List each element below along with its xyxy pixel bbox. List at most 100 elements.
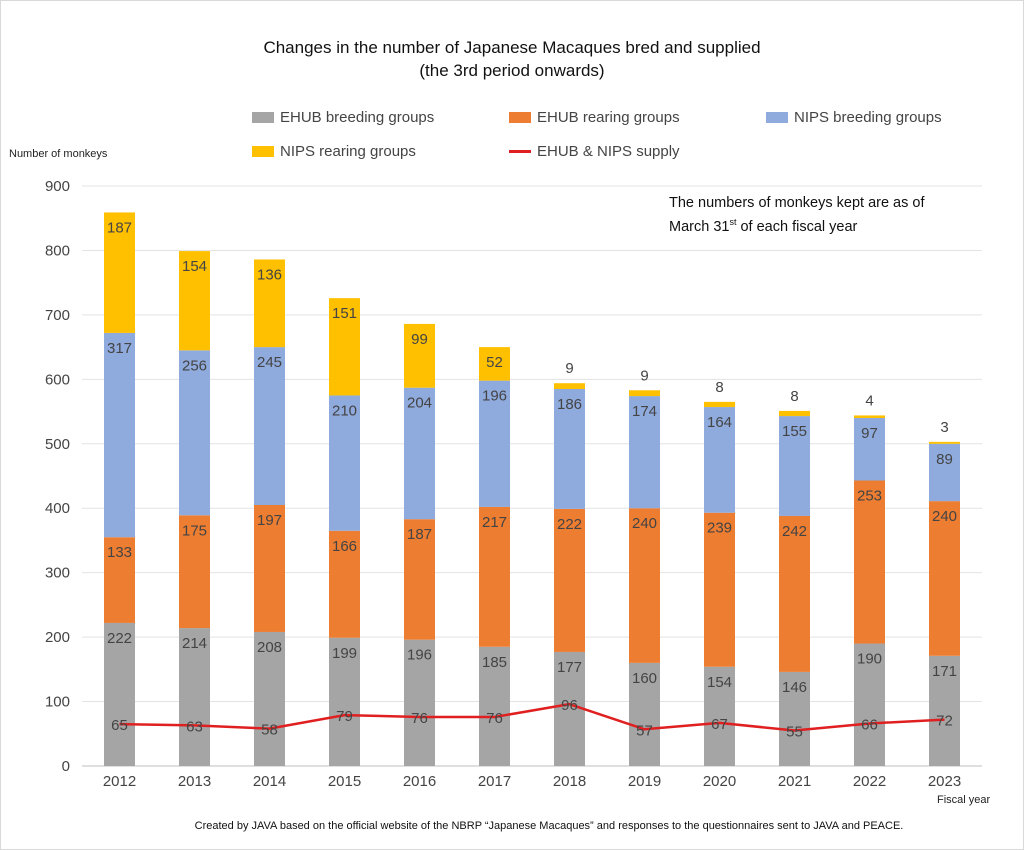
supply-line [119, 702, 945, 732]
data-label: 151 [332, 305, 357, 322]
bar-segment [254, 631, 285, 766]
legend-item-nips-rearing: NIPS rearing groups [252, 141, 416, 161]
legend-label: NIPS rearing groups [280, 142, 416, 160]
y-tick-label: 400 [45, 500, 70, 517]
data-label: 190 [857, 651, 882, 668]
bar-segment [929, 501, 960, 656]
bar-segment [254, 505, 285, 632]
x-tick-label: 2014 [253, 773, 286, 790]
note-line-2: March 31st of each fiscal year [669, 213, 925, 237]
data-label: 199 [332, 645, 357, 662]
bar-segment [854, 643, 885, 766]
bar-segment [929, 655, 960, 766]
y-tick-label: 500 [45, 436, 70, 453]
bar-segment [104, 332, 135, 538]
data-label: 210 [332, 402, 357, 419]
data-label: 196 [482, 388, 507, 405]
supply-label: 63 [186, 718, 203, 735]
data-label: 8 [715, 379, 723, 396]
data-label: 214 [182, 635, 207, 652]
x-tick-label: 2021 [778, 773, 811, 790]
data-label: 99 [411, 331, 428, 348]
data-label: 256 [182, 357, 207, 374]
x-tick-label: 2019 [628, 773, 661, 790]
y-tick-label: 900 [45, 178, 70, 195]
legend-item-ehub-rearing: EHUB rearing groups [509, 107, 680, 127]
supply-label: 58 [261, 722, 278, 739]
legend-swatch [252, 111, 274, 123]
bar-segment [779, 671, 810, 766]
bar-segment [554, 389, 585, 509]
supply-label: 72 [936, 713, 953, 730]
data-label: 89 [936, 451, 953, 468]
data-label: 174 [632, 403, 657, 420]
chart-subtitle: (the 3rd period onwards) [419, 61, 605, 80]
data-label: 136 [257, 266, 282, 283]
legend-label: EHUB rearing groups [537, 108, 680, 126]
bar-segment [254, 347, 285, 505]
data-label: 208 [257, 639, 282, 656]
bar-segment [329, 395, 360, 531]
bar-segment [704, 407, 735, 513]
bar-segment [779, 410, 810, 417]
data-label: 154 [707, 674, 732, 691]
legend-label: EHUB breeding groups [280, 108, 435, 126]
bar-segment [854, 415, 885, 418]
data-label: 155 [782, 423, 807, 440]
data-label: 253 [857, 488, 882, 505]
source-note: Created by JAVA based on the official we… [194, 820, 904, 832]
y-tick-label: 600 [45, 371, 70, 388]
supply-label: 55 [786, 724, 803, 741]
data-label: 217 [482, 514, 507, 531]
supply-label: 79 [336, 708, 353, 725]
x-tick-label: 2018 [553, 773, 586, 790]
y-tick-label: 700 [45, 307, 70, 324]
data-label: 52 [486, 354, 503, 371]
data-label: 196 [407, 647, 432, 664]
bar-segment [704, 401, 735, 408]
data-label: 186 [557, 396, 582, 413]
chart-title: Changes in the number of Japanese Macaqu… [263, 38, 761, 57]
bar-segment [854, 480, 885, 644]
supply-label: 76 [486, 710, 503, 727]
bar-segment [104, 622, 135, 766]
data-label: 154 [182, 258, 207, 275]
bar-segment [629, 662, 660, 766]
y-tick-label: 0 [62, 758, 70, 775]
data-label: 4 [865, 392, 873, 409]
x-axis-label: Fiscal year [937, 794, 991, 806]
data-label: 177 [557, 659, 582, 676]
note-rest: of each fiscal year [736, 218, 858, 235]
legend-swatch [252, 145, 274, 157]
y-tick-label: 100 [45, 694, 70, 711]
data-label: 160 [632, 670, 657, 687]
bar-segment [479, 380, 510, 507]
data-label: 175 [182, 522, 207, 539]
x-tick-label: 2016 [403, 773, 436, 790]
data-label: 187 [107, 219, 132, 236]
legend-swatch [509, 111, 531, 123]
y-tick-label: 300 [45, 565, 70, 582]
bar-segment [329, 298, 360, 396]
legend-line-swatch [509, 149, 531, 153]
x-tick-label: 2013 [178, 773, 211, 790]
bar-segment [554, 508, 585, 652]
chart-note: The numbers of monkeys kept are as of Ma… [669, 194, 925, 237]
bar-segment [704, 512, 735, 667]
data-label: 3 [940, 419, 948, 436]
data-label: 171 [932, 663, 957, 680]
data-label: 222 [107, 630, 132, 647]
bar-segment [404, 387, 435, 520]
legend-item-nips-breeding: NIPS breeding groups [766, 107, 942, 127]
bar-segment [479, 646, 510, 766]
bar-segment [329, 637, 360, 766]
bar-segment [629, 396, 660, 509]
bar-segment [929, 443, 960, 502]
bar-segment [479, 506, 510, 647]
bar-segment [779, 416, 810, 516]
x-tick-label: 2012 [103, 773, 136, 790]
data-label: 317 [107, 340, 132, 357]
note-date: March 31 [669, 218, 730, 235]
data-label: 197 [257, 512, 282, 529]
bar-segment [404, 519, 435, 640]
